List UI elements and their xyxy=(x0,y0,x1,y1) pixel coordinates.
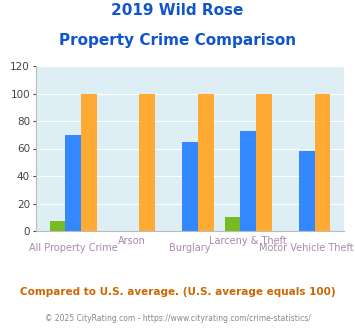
Text: Compared to U.S. average. (U.S. average equals 100): Compared to U.S. average. (U.S. average … xyxy=(20,287,335,297)
Bar xyxy=(182,142,198,231)
Bar xyxy=(198,93,214,231)
Text: Motor Vehicle Theft: Motor Vehicle Theft xyxy=(260,243,354,252)
Text: © 2025 CityRating.com - https://www.cityrating.com/crime-statistics/: © 2025 CityRating.com - https://www.city… xyxy=(45,314,310,323)
Bar xyxy=(50,221,65,231)
Bar xyxy=(65,135,81,231)
Text: Burglary: Burglary xyxy=(169,243,211,252)
Text: All Property Crime: All Property Crime xyxy=(29,243,118,252)
Legend: Wild Rose, Wisconsin, National: Wild Rose, Wisconsin, National xyxy=(41,328,339,330)
Bar xyxy=(140,93,155,231)
Bar xyxy=(299,151,315,231)
Bar xyxy=(256,93,272,231)
Bar xyxy=(240,131,256,231)
Bar xyxy=(225,217,240,231)
Bar xyxy=(315,93,330,231)
Text: Larceny & Theft: Larceny & Theft xyxy=(209,236,287,246)
Text: 2019 Wild Rose: 2019 Wild Rose xyxy=(111,3,244,18)
Text: Property Crime Comparison: Property Crime Comparison xyxy=(59,33,296,48)
Bar xyxy=(81,93,97,231)
Text: Arson: Arson xyxy=(118,236,146,246)
